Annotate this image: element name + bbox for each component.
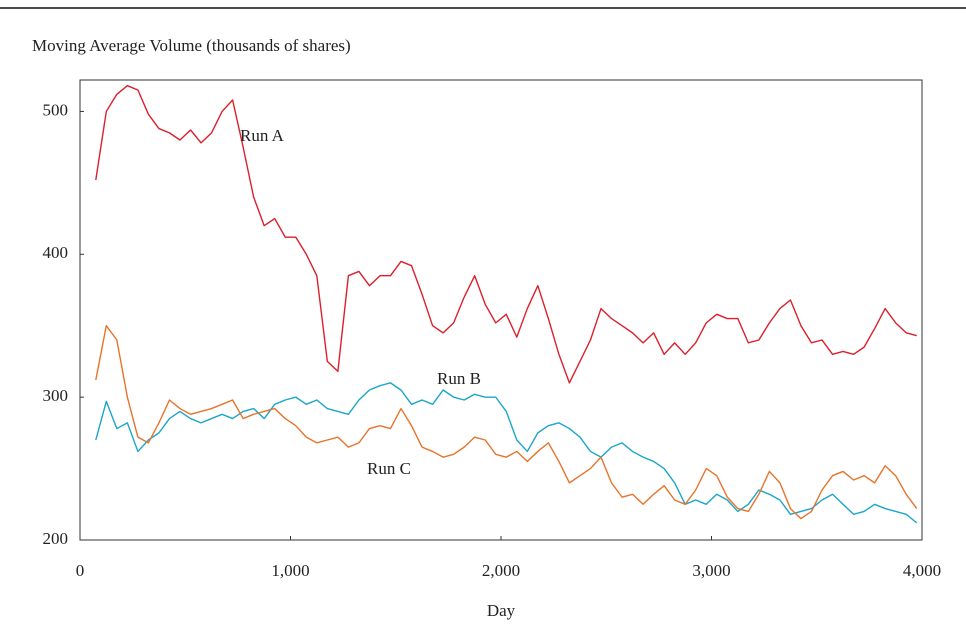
series-label: Run A xyxy=(240,126,285,145)
y-tick-label: 200 xyxy=(43,529,69,548)
x-tick-label: 2,000 xyxy=(482,561,520,580)
y-tick-label: 400 xyxy=(43,243,69,262)
series-label: Run B xyxy=(437,369,481,388)
x-tick-label: 3,000 xyxy=(692,561,730,580)
y-tick-label: 300 xyxy=(43,386,69,405)
x-tick-label: 1,000 xyxy=(271,561,309,580)
series-label: Run C xyxy=(367,459,411,478)
x-tick-label: 4,000 xyxy=(903,561,941,580)
chart-title: Moving Average Volume (thousands of shar… xyxy=(32,36,351,55)
x-axis-label: Day xyxy=(487,601,516,620)
x-tick-label: 0 xyxy=(76,561,85,580)
series-line xyxy=(95,325,918,520)
series-line xyxy=(95,382,918,524)
y-tick-label: 500 xyxy=(43,100,69,119)
plot-frame xyxy=(79,79,923,541)
series-line xyxy=(95,85,917,384)
